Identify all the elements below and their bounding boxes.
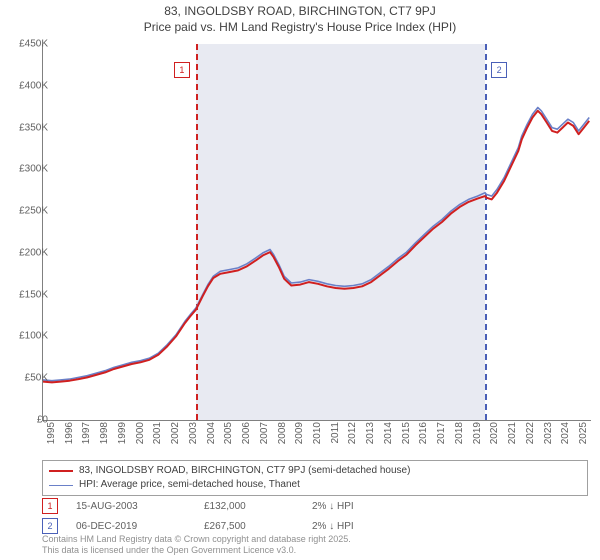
legend-swatch-price-paid	[49, 470, 73, 472]
x-tick-label: 2020	[489, 422, 500, 454]
x-tick-label: 2013	[365, 422, 376, 454]
x-tick-label: 2015	[401, 422, 412, 454]
x-tick-label: 2024	[560, 422, 571, 454]
x-tick-label: 1997	[81, 422, 92, 454]
chart-container: { "title": "83, INGOLDSBY ROAD, BIRCHING…	[0, 0, 600, 560]
y-tick-label: £300K	[2, 164, 48, 175]
x-tick-label: 1996	[64, 422, 75, 454]
sale-row-1-date: 15-AUG-2003	[76, 501, 186, 512]
sale-row-2-marker: 2	[42, 518, 58, 534]
legend-label-hpi: HPI: Average price, semi-detached house,…	[79, 478, 300, 492]
y-tick-label: £250K	[2, 206, 48, 217]
sale-row-2-price: £267,500	[204, 521, 294, 532]
legend-box: 83, INGOLDSBY ROAD, BIRCHINGTON, CT7 9PJ…	[42, 460, 588, 496]
x-tick-label: 2009	[294, 422, 305, 454]
x-tick-label: 2000	[135, 422, 146, 454]
footer-line-1: Contains HM Land Registry data © Crown c…	[42, 534, 351, 545]
y-tick-label: £400K	[2, 80, 48, 91]
sale-row-2: 2 06-DEC-2019 £267,500 2% ↓ HPI	[42, 518, 588, 534]
x-tick-label: 1999	[117, 422, 128, 454]
x-tick-label: 2012	[347, 422, 358, 454]
x-tick-label: 2003	[188, 422, 199, 454]
y-tick-label: £150K	[2, 289, 48, 300]
sale-marker-2: 2	[491, 62, 507, 78]
legend-row-price-paid: 83, INGOLDSBY ROAD, BIRCHINGTON, CT7 9PJ…	[49, 464, 581, 478]
x-tick-label: 2016	[418, 422, 429, 454]
chart-title: 83, INGOLDSBY ROAD, BIRCHINGTON, CT7 9PJ	[0, 0, 600, 20]
legend-swatch-hpi	[49, 485, 73, 486]
x-tick-label: 2018	[454, 422, 465, 454]
sale-row-1-delta: 2% ↓ HPI	[312, 501, 354, 512]
x-tick-label: 2021	[507, 422, 518, 454]
x-tick-label: 2004	[206, 422, 217, 454]
sale-row-2-delta: 2% ↓ HPI	[312, 521, 354, 532]
y-tick-label: £350K	[2, 122, 48, 133]
x-tick-label: 2019	[472, 422, 483, 454]
sale-marker-1: 1	[174, 62, 190, 78]
sale-row-2-date: 06-DEC-2019	[76, 521, 186, 532]
x-tick-label: 2007	[259, 422, 270, 454]
x-tick-label: 2005	[223, 422, 234, 454]
x-tick-label: 2010	[312, 422, 323, 454]
x-tick-label: 1995	[46, 422, 57, 454]
x-tick-label: 2001	[152, 422, 163, 454]
x-tick-label: 2022	[525, 422, 536, 454]
x-tick-label: 2011	[330, 422, 341, 454]
legend-row-hpi: HPI: Average price, semi-detached house,…	[49, 478, 581, 492]
plot-svg	[43, 44, 591, 420]
x-tick-label: 2025	[578, 422, 589, 454]
y-tick-label: £50K	[2, 373, 48, 384]
x-tick-label: 2017	[436, 422, 447, 454]
sale-row-1-price: £132,000	[204, 501, 294, 512]
chart-subtitle: Price paid vs. HM Land Registry's House …	[0, 20, 600, 34]
x-tick-label: 2002	[170, 422, 181, 454]
x-tick-label: 2023	[543, 422, 554, 454]
y-tick-label: £100K	[2, 331, 48, 342]
y-tick-label: £0	[2, 415, 48, 426]
y-tick-label: £200K	[2, 247, 48, 258]
sale-row-1: 1 15-AUG-2003 £132,000 2% ↓ HPI	[42, 498, 588, 514]
y-tick-label: £450K	[2, 39, 48, 50]
x-tick-label: 2006	[241, 422, 252, 454]
x-tick-label: 2014	[383, 422, 394, 454]
footer-attribution: Contains HM Land Registry data © Crown c…	[42, 534, 351, 557]
plot-area: 1 2	[42, 44, 591, 421]
legend-label-price-paid: 83, INGOLDSBY ROAD, BIRCHINGTON, CT7 9PJ…	[79, 464, 410, 478]
x-tick-label: 2008	[277, 422, 288, 454]
footer-line-2: This data is licensed under the Open Gov…	[42, 545, 351, 556]
x-tick-label: 1998	[99, 422, 110, 454]
sale-row-1-marker: 1	[42, 498, 58, 514]
